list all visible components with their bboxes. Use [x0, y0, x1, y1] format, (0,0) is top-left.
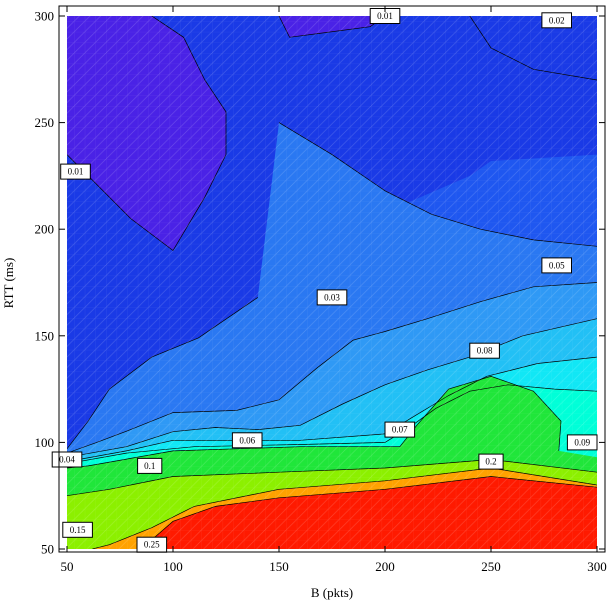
contour-label-text: 0.1	[144, 461, 155, 471]
contour-label: 0.25	[136, 536, 168, 553]
contour-label-text: 0.07	[392, 425, 408, 435]
y-tick-label: 200	[35, 222, 55, 237]
y-tick-label: 100	[35, 435, 55, 450]
contour-label: 0.15	[62, 521, 93, 538]
contour-label: 0.01	[60, 163, 91, 180]
y-tick-label: 150	[35, 328, 55, 343]
contour-label-box	[62, 521, 93, 538]
y-tick-label: 50	[41, 542, 54, 557]
contour-label-box	[316, 289, 348, 306]
contour-label-box	[384, 421, 416, 438]
x-tick-label: 150	[269, 559, 289, 574]
contour-labels: 0.01 0.02 0.01 0.05 0.03 0.08 0.07 0.06 0.09 0.04…	[51, 8, 598, 553]
x-tick-label: 100	[163, 559, 183, 574]
contour-label-text: 0.01	[377, 11, 393, 21]
plot-frame	[58, 5, 606, 553]
contour-label: 0.07	[384, 421, 416, 438]
contour-label: 0.2	[478, 453, 504, 470]
x-axis: 50 100 150 200 250 300	[61, 6, 607, 574]
contour-label-text: 0.2	[485, 457, 496, 467]
x-tick-label: 50	[61, 559, 74, 574]
contour-label: 0.02	[541, 12, 573, 29]
contour-label-text: 0.04	[59, 455, 75, 465]
contour-label-box	[478, 453, 504, 470]
contour-label-box	[469, 342, 500, 359]
contour-label: 0.1	[137, 457, 163, 474]
contour-label-text: 0.03	[324, 292, 340, 302]
contour-label-text: 0.08	[477, 346, 493, 356]
contour-label-box	[137, 457, 163, 474]
x-tick-label: 200	[375, 559, 395, 574]
y-axis-title: RTT (ms)	[1, 258, 16, 309]
contour-label-text: 0.15	[70, 525, 86, 535]
y-tick-label: 300	[35, 9, 55, 24]
contour-label-box	[541, 257, 573, 274]
contour-label-text: 0.25	[144, 540, 160, 550]
contour-label: 0.03	[316, 289, 348, 306]
contour-label: 0.04	[51, 451, 83, 468]
contour-label: 0.09	[566, 434, 598, 451]
x-tick-label: 250	[481, 559, 501, 574]
contour-label-text: 0.02	[549, 15, 565, 25]
contour-label-text: 0.01	[68, 167, 84, 177]
contour-label: 0.08	[469, 342, 500, 359]
contour-label-box	[566, 434, 598, 451]
contour-label-box	[51, 451, 83, 468]
contour-label: 0.05	[541, 257, 573, 274]
contour-label-text: 0.06	[239, 435, 255, 445]
contour-label-box	[60, 163, 91, 180]
x-tick-label: 300	[587, 559, 607, 574]
contour-label-box	[541, 12, 573, 29]
y-axis: 50 100 150 200 250 300	[35, 9, 605, 557]
contour-label-text: 0.09	[574, 437, 590, 447]
contour-label-box	[231, 432, 263, 449]
y-tick-label: 250	[35, 115, 55, 130]
contour-label: 0.06	[231, 432, 263, 449]
contour-label-text: 0.05	[549, 260, 565, 270]
x-axis-title: B (pkts)	[311, 585, 353, 600]
